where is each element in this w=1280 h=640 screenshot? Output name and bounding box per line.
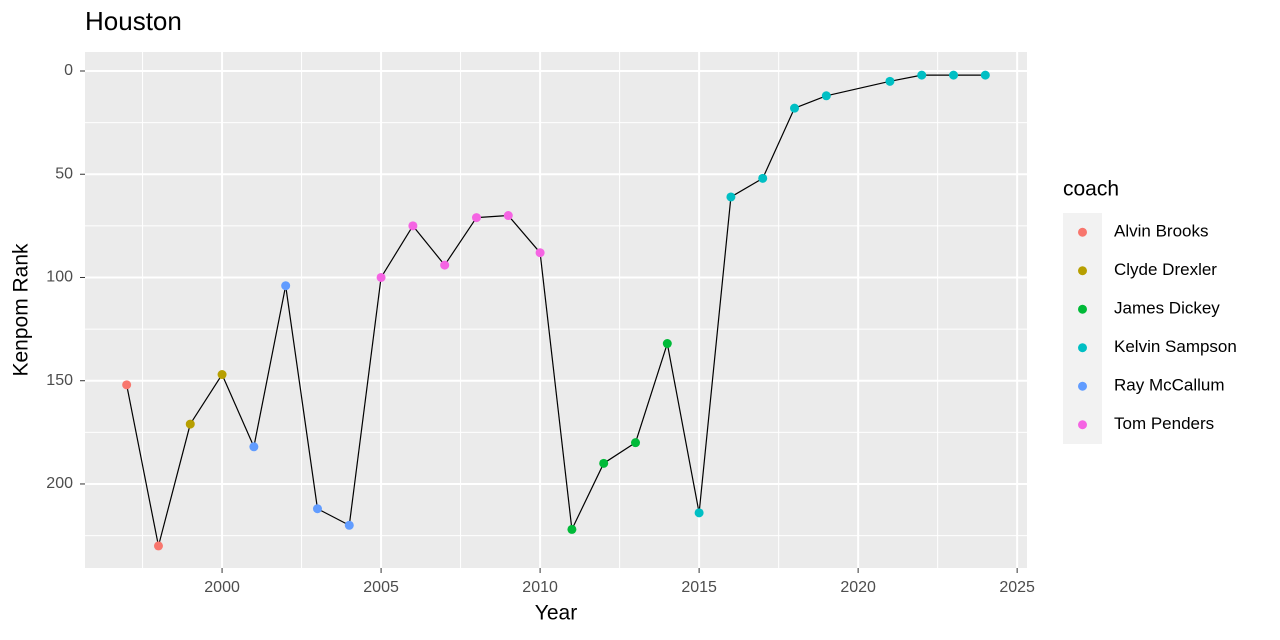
point — [917, 70, 927, 80]
connect-line — [157, 423, 191, 547]
x-tick-label: 2000 — [204, 579, 240, 596]
connect-line — [221, 374, 255, 448]
point — [249, 442, 259, 452]
connect-line — [730, 177, 764, 198]
legend-marker — [1078, 304, 1087, 314]
connect-line — [412, 225, 446, 266]
point — [567, 524, 577, 534]
legend-marker — [1078, 381, 1087, 391]
connect-line — [603, 442, 636, 464]
connect-line — [285, 285, 319, 509]
point — [949, 70, 959, 80]
point — [758, 173, 768, 183]
connect-line — [571, 463, 605, 530]
point — [694, 508, 704, 518]
y-tick-label: 100 — [46, 269, 73, 286]
point — [217, 370, 227, 380]
y-tick-label: 50 — [55, 165, 73, 182]
point — [726, 192, 736, 202]
connect-line — [317, 508, 350, 526]
point — [662, 339, 672, 349]
legend-label: Alvin Brooks — [1114, 222, 1208, 241]
legend-label: Kelvin Sampson — [1114, 337, 1237, 356]
x-tick-label: 2025 — [999, 579, 1035, 596]
point — [535, 248, 545, 258]
point — [471, 213, 481, 223]
point — [281, 281, 291, 291]
point — [980, 70, 990, 80]
point — [344, 520, 354, 530]
connect-line — [507, 215, 541, 254]
legend-label: Clyde Drexler — [1114, 260, 1217, 279]
connect-line — [348, 277, 382, 526]
connect-line — [539, 252, 573, 530]
legend-key-background — [1063, 213, 1102, 444]
point — [153, 541, 163, 551]
point — [440, 260, 450, 270]
legend-title: coach — [1063, 178, 1119, 201]
connect-line — [889, 74, 922, 82]
connect-line — [380, 225, 414, 278]
legend-marker — [1078, 266, 1087, 276]
connect-line — [126, 384, 160, 547]
y-tick-label: 150 — [46, 372, 73, 389]
point — [885, 76, 895, 86]
connect-line — [698, 196, 732, 513]
legend-marker — [1078, 420, 1087, 430]
legend-label: Tom Penders — [1114, 414, 1214, 433]
legend-label: James Dickey — [1114, 299, 1220, 318]
y-tick-label: 200 — [46, 475, 73, 492]
legend-label: Ray McCallum — [1114, 376, 1225, 395]
connect-line — [444, 217, 477, 266]
point — [376, 272, 386, 282]
point — [503, 211, 513, 221]
legend-marker — [1078, 343, 1087, 353]
connect-line — [794, 95, 827, 109]
x-tick-label: 2010 — [522, 579, 558, 596]
point — [312, 504, 322, 514]
x-tick-label: 2005 — [363, 579, 399, 596]
point — [631, 438, 641, 448]
connect-line — [666, 343, 700, 513]
chart-title: Houston — [85, 6, 182, 36]
y-axis-title: Kenpom Rank — [10, 243, 33, 377]
connect-line — [762, 107, 796, 179]
connect-line — [253, 285, 287, 447]
y-tick-label: 0 — [64, 62, 73, 79]
connect-line — [634, 343, 668, 443]
point — [122, 380, 132, 390]
x-tick-label: 2020 — [840, 579, 876, 596]
connect-line — [826, 80, 891, 97]
x-axis-title: Year — [535, 602, 577, 625]
point — [821, 91, 831, 101]
x-tick-label: 2015 — [681, 579, 717, 596]
point — [408, 221, 418, 231]
connect-line — [476, 214, 509, 219]
point — [185, 419, 195, 429]
connect-line — [189, 374, 223, 425]
plot-background — [85, 52, 1027, 568]
legend-marker — [1078, 227, 1087, 237]
point — [599, 458, 609, 468]
point — [790, 103, 800, 113]
